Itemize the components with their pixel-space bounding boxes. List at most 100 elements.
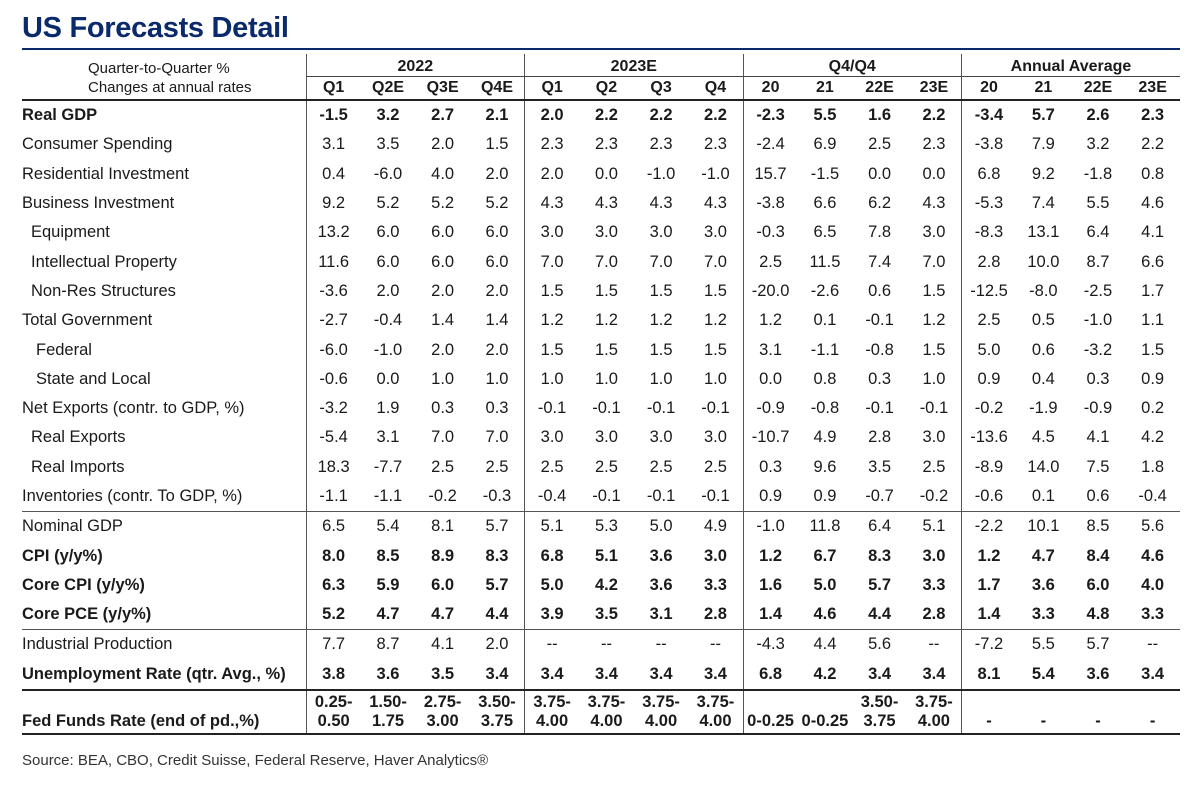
table-cell: 1.6 [742,570,798,601]
cell-line-bottom: - [1095,711,1101,730]
table-cell: 3.0 [703,223,727,242]
cell-line-top: 3.50- [478,692,516,711]
table-cell: -1.8 [1083,164,1113,183]
table-cell: 0.3 [742,452,798,482]
table-cell: 3.0 [649,223,673,242]
table-cell: -1.1 [305,481,361,512]
table-cell: 5.4 [360,511,416,542]
table-cell: -- [688,629,744,660]
group-header: 2023E [524,54,744,77]
table-cell: -0.1 [865,399,894,418]
table-cell: 8.7 [360,629,416,660]
table-row: Unemployment Rate (qtr. Avg., %) 3.8 3.6 3.… [22,659,1180,691]
cell-line-top: 3.75- [533,692,571,711]
table-cell: 9.6 [813,457,837,476]
table-cell: 2.0 [431,281,455,300]
header-stub-line1: Quarter-to-Quarter % [88,59,230,77]
table-cell: 1.0 [485,369,509,388]
table-cell: 0.1 [813,311,837,330]
table-cell: 5.0 [960,335,1017,365]
table-cell: 5.2 [431,194,455,213]
column-header: 22E [852,76,907,101]
table-cell: -0.1 [592,487,621,505]
row-label: Core PCE (y/y%) [22,605,152,624]
table-cell: 1.0 [431,369,455,388]
table-cell: 1.2 [960,541,1017,571]
table-cell: 3.6 [1070,659,1126,691]
row-label: Non-Res Structures [31,281,176,300]
table-cell: -1.1 [810,340,840,359]
table-cell: 6.5 [305,511,361,542]
cell-line-bottom: 3.75 [480,711,514,730]
table-cell: 4.3 [524,188,580,219]
page-title: US Forecasts Detail [22,12,289,44]
table-cell: -0.9 [742,393,798,424]
table-cell: 3.75- 4.00 [579,689,634,735]
cell-line-top: 0.25- [314,692,353,711]
table-cell: 11.8 [797,511,853,542]
table-cell: 0.0 [595,164,618,183]
table-row-fed-funds: Fed Funds Rate (end of pd.,%) 0.25- 0.50 1.… [22,689,1180,735]
table-cell: 1.2 [742,541,798,571]
table-cell: 5.5 [1016,629,1071,660]
table-cell: 3.4 [633,659,689,691]
table-cell: -1.1 [373,487,403,505]
table-cell: 2.0 [524,159,580,189]
row-label: Federal [36,340,92,359]
row-label: Residential Investment [22,164,189,183]
table-cell: 7.7 [305,629,361,660]
table-cell: 2.2 [649,106,673,125]
table-cell: 4.4 [797,629,853,660]
table-cell: -- [1125,629,1180,660]
column-header: 20 [742,76,798,101]
table-cell: 2.8 [922,605,946,624]
table-cell: 1.9 [376,399,400,418]
table-cell: 1.50- 1.75 [360,689,416,735]
table-cell: 3.2 [1086,135,1110,154]
table-cell: 1.4 [742,600,798,630]
table-cell: 6.3 [305,570,361,601]
cell-line-bottom: 0-0.25 [801,711,849,730]
table-cell: 3.4 [688,659,744,691]
row-label: Net Exports (contr. to GDP, %) [22,399,245,418]
table-cell: 1.5 [595,281,618,300]
table-cell: 2.5 [649,457,673,476]
table-cell: 2.6 [1086,106,1110,125]
table-cell: 3.1 [649,605,673,624]
table-cell: 2.5 [960,306,1017,336]
table-cell: 0.6 [1086,487,1110,505]
column-header: 22E [1070,76,1126,101]
column-header: Q1 [524,76,580,101]
table-cell: 3.0 [922,223,946,242]
table-row: Industrial Production 7.7 8.7 4.1 2.0 -- -- -- -… [22,629,1180,660]
table-cell: -1.0 [701,164,730,183]
cell-line-bottom: 1.75 [371,711,405,730]
table-cell: -12.5 [960,276,1017,307]
cell-line-top: 3.75- [696,692,735,711]
table-cell: -8.9 [960,452,1017,482]
table-cell: 6.2 [868,194,891,213]
table-cell: 1.0 [595,369,618,388]
table-cell: 1.1 [1141,311,1165,330]
table-cell: 5.0 [524,570,580,601]
table-cell: 3.75- 4.00 [524,689,580,735]
row-label: Equipment [31,223,110,242]
table-cell: -1.9 [1029,399,1058,418]
table-cell: -0.9 [1083,399,1113,418]
table-cell: -0.2 [428,487,457,505]
table-cell: 3.0 [703,546,727,565]
cell-line-bottom: 4.00 [590,711,623,730]
table-cell: 1.4 [960,600,1017,630]
row-label: Unemployment Rate (qtr. Avg., %) [22,659,307,691]
column-header: 23E [906,76,962,101]
column-header: 21 [797,76,853,101]
column-header: 21 [1016,76,1071,101]
table-cell: 5.6 [1125,511,1180,542]
cell-line-top [1125,693,1180,712]
table-cell: -0.1 [524,393,580,424]
table-cell: 7.4 [1031,194,1055,213]
table-cell: 14.0 [1027,457,1060,476]
table-cell: 2.8 [868,428,891,447]
table-cell: 3.4 [469,659,525,691]
table-cell: -7.2 [960,629,1017,660]
